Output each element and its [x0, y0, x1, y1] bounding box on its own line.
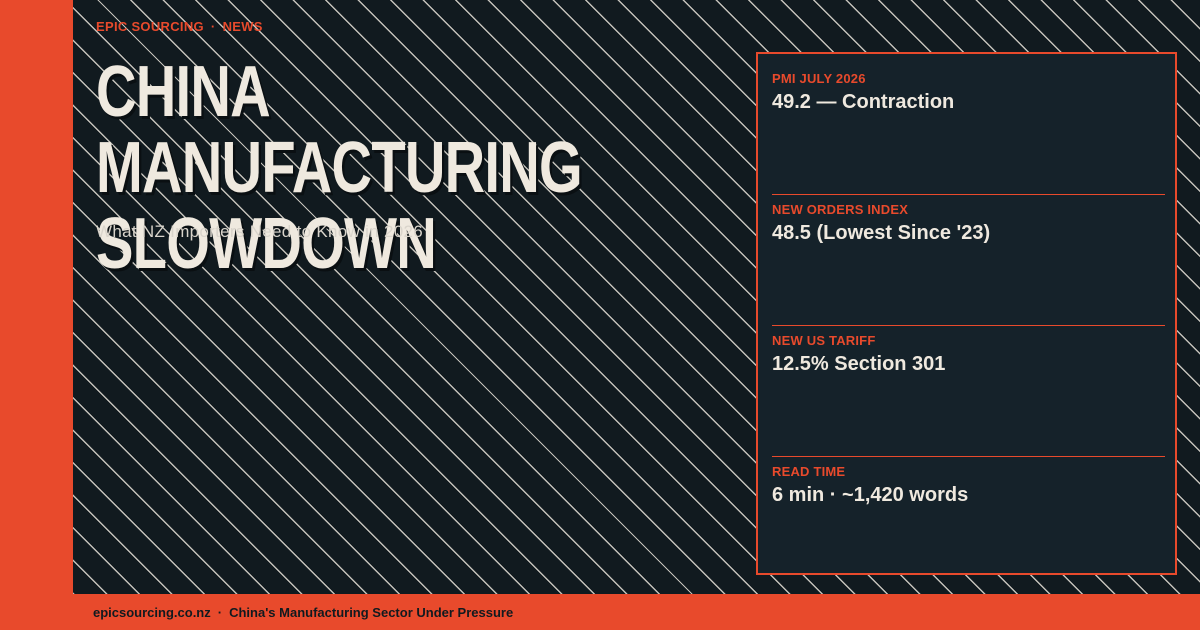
- stat-label: READ TIME: [772, 464, 846, 479]
- stat-divider: [772, 194, 1165, 195]
- accent-strip: [0, 0, 73, 594]
- subtitle: What NZ Importers Need to Know in 2026: [96, 222, 423, 241]
- stat-pmi: PMI JULY 2026 49.2 — Contraction: [772, 71, 1165, 115]
- stat-value: 49.2 — Contraction: [772, 91, 955, 113]
- stat-label: NEW US TARIFF: [772, 333, 876, 348]
- footer-tagline: China's Manufacturing Sector Under Press…: [229, 605, 514, 620]
- stats-card: PMI JULY 2026 49.2 — Contraction NEW ORD…: [756, 52, 1177, 575]
- page-title: CHINA MANUFACTURING SLOWDOWN: [96, 54, 751, 282]
- footer-separator: ·: [217, 605, 223, 620]
- eyebrow: EPIC SOURCING · NEWS: [96, 19, 263, 34]
- eyebrow-section: NEWS: [222, 19, 263, 34]
- stat-label: PMI JULY 2026: [772, 71, 866, 86]
- title-line-2: SLOWDOWN: [96, 204, 437, 284]
- stat-value: 48.5 (Lowest Since '23): [772, 222, 991, 244]
- eyebrow-brand: EPIC SOURCING: [96, 19, 204, 34]
- stat-label: NEW ORDERS INDEX: [772, 202, 909, 217]
- footer-text: epicsourcing.co.nz · China's Manufacturing…: [93, 605, 513, 620]
- footer-domain-link[interactable]: epicsourcing.co.nz: [93, 605, 211, 620]
- stat-read-time: READ TIME 6 min · ~1,420 words: [772, 464, 1165, 508]
- stat-value: 6 min · ~1,420 words: [772, 484, 969, 506]
- stat-divider: [772, 456, 1165, 457]
- eyebrow-separator: ·: [210, 19, 216, 34]
- stat-value: 12.5% Section 301: [772, 353, 946, 375]
- stat-divider: [772, 325, 1165, 326]
- stat-new-orders: NEW ORDERS INDEX 48.5 (Lowest Since '23): [772, 202, 1165, 246]
- title-line-1: CHINA MANUFACTURING: [96, 52, 583, 208]
- stat-us-tariff: NEW US TARIFF 12.5% Section 301: [772, 333, 1165, 377]
- footer-bar: epicsourcing.co.nz · China's Manufacturing…: [0, 594, 1200, 630]
